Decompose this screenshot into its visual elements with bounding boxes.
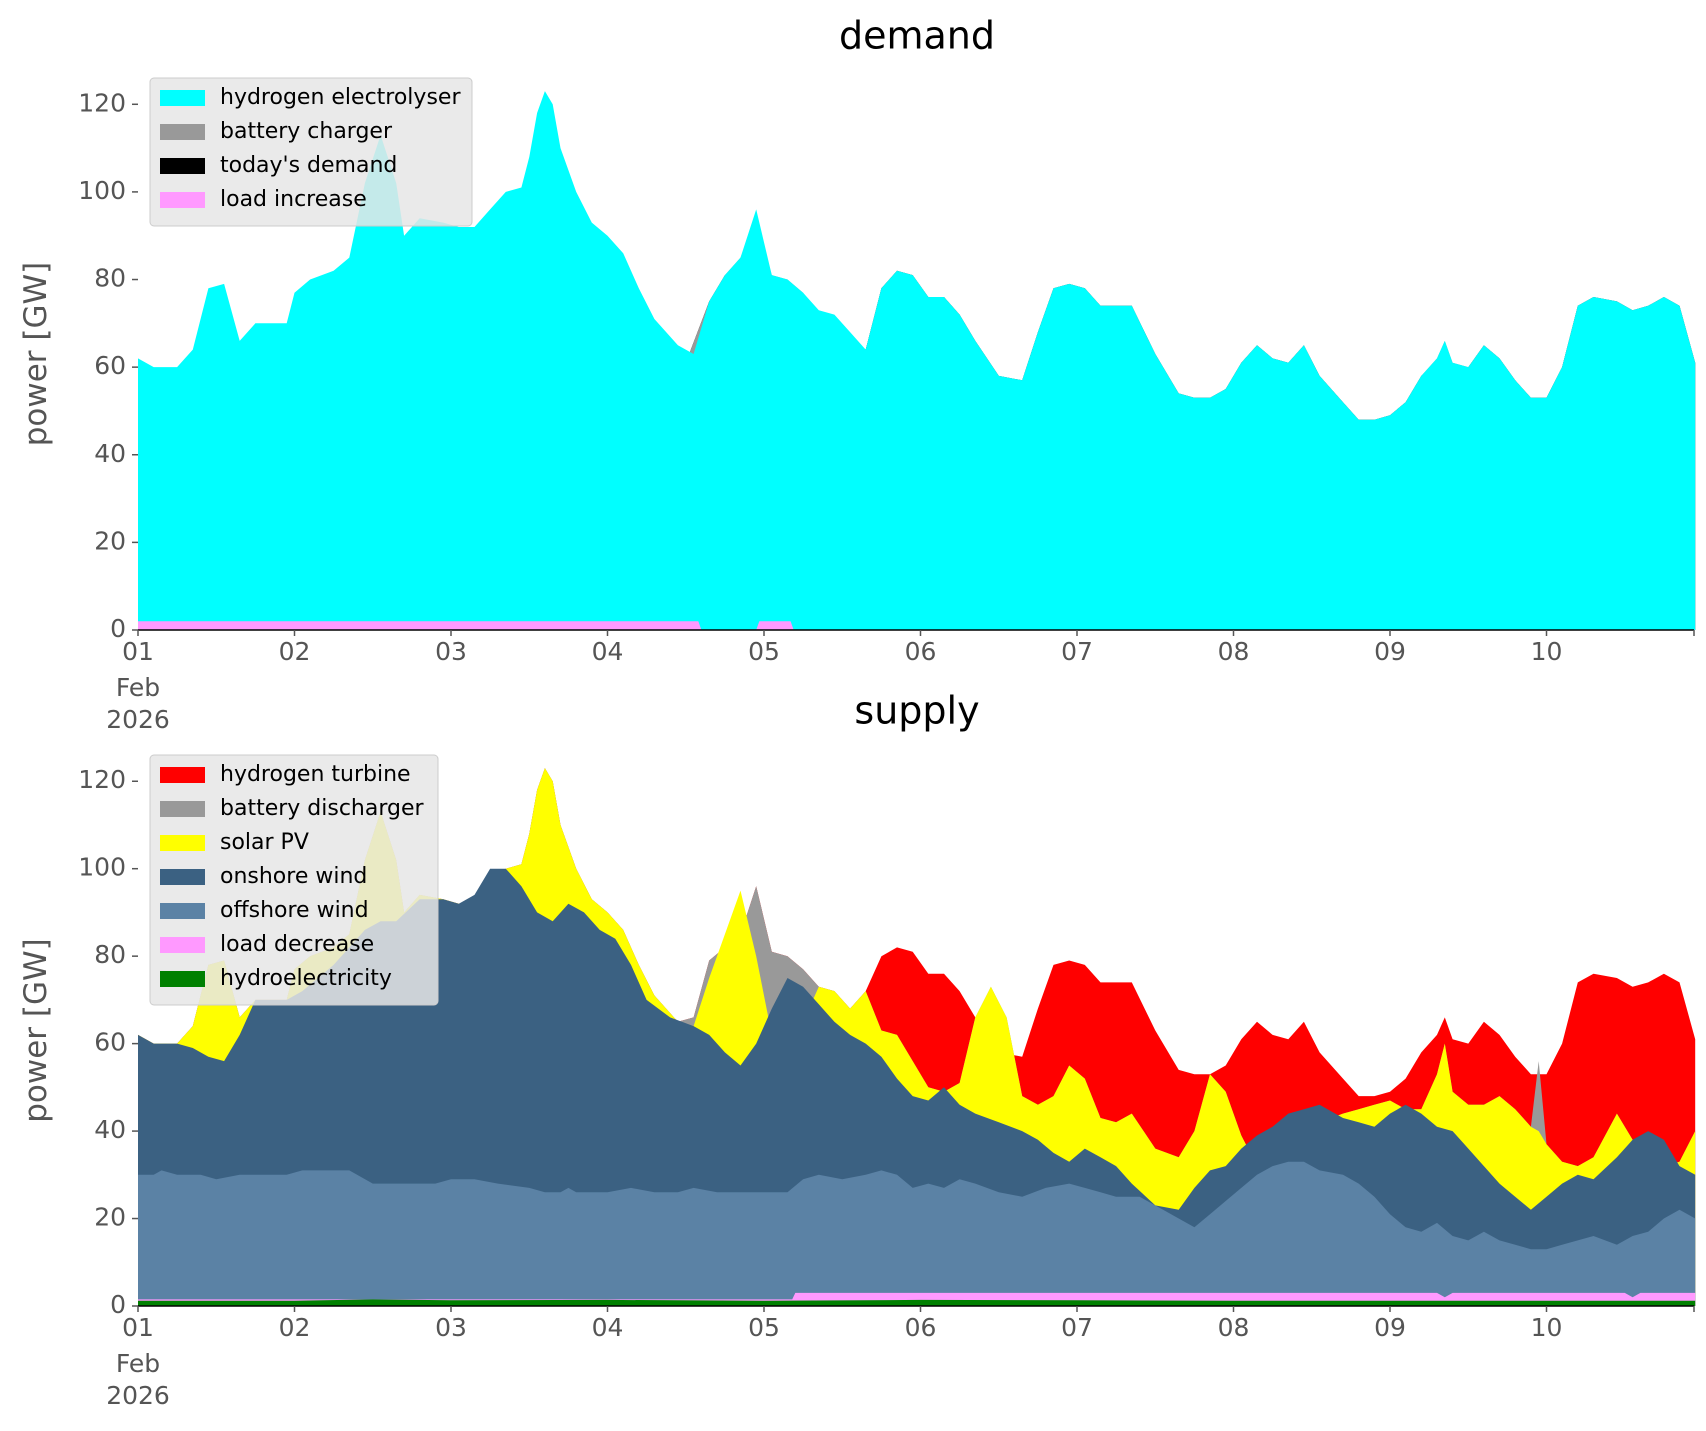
legend-box <box>149 77 473 227</box>
y-tick-label: 40 <box>94 439 126 468</box>
demand-chart: demand power [GW] 0 20 40 60 80 100 120 01 02 03 04 0… <box>18 14 1696 734</box>
chart-title: supply <box>854 689 979 733</box>
x-tick-label: 09 <box>1374 637 1406 666</box>
legend-box <box>149 754 439 1006</box>
legend-swatch <box>160 158 205 174</box>
x-tick-label: 02 <box>279 637 311 666</box>
legend-label: hydrogen turbine <box>220 762 411 787</box>
y-tick-label: 0 <box>110 1290 126 1319</box>
x-tick-label: 06 <box>905 637 937 666</box>
legend-swatch <box>160 937 205 953</box>
legend-swatch <box>160 90 205 106</box>
legend-swatch <box>160 835 205 851</box>
x-tick-secondary-label: 2026 <box>106 705 170 734</box>
x-tick-secondary-label: Feb <box>116 673 160 702</box>
y-tick-label: 20 <box>94 1203 126 1232</box>
legend-swatch <box>160 903 205 919</box>
x-tick-label: 01 <box>122 1313 154 1342</box>
x-tick-label: 05 <box>748 1313 780 1342</box>
x-tick-label: 06 <box>905 1313 937 1342</box>
y-tick-label: 80 <box>94 264 126 293</box>
x-tick-secondary-label: 2026 <box>106 1381 170 1410</box>
x-tick-label: 09 <box>1374 1313 1406 1342</box>
y-tick-label: 100 <box>78 176 126 205</box>
legend-swatch <box>160 124 205 140</box>
legend-label: battery discharger <box>220 796 425 821</box>
legend-label: load decrease <box>220 932 374 957</box>
x-tick-label: 10 <box>1531 637 1563 666</box>
area-offshore-wind <box>138 1161 1696 1306</box>
legend-swatch <box>160 869 205 885</box>
legend-label: hydroelectricity <box>220 966 392 991</box>
legend-swatch <box>160 801 205 817</box>
area-hydrogen-electrolyser <box>138 91 1696 631</box>
x-tick-label: 08 <box>1218 1313 1250 1342</box>
y-tick-label: 60 <box>94 351 126 380</box>
x-tick-label: 03 <box>435 637 467 666</box>
y-tick-label: 80 <box>94 940 126 969</box>
x-tick-label: 10 <box>1531 1313 1563 1342</box>
x-tick-label: 01 <box>122 637 154 666</box>
legend-label: load increase <box>220 187 367 212</box>
y-tick-label: 40 <box>94 1115 126 1144</box>
legend-swatch <box>160 767 205 783</box>
legend-swatch <box>160 192 205 208</box>
x-tick-label: 04 <box>592 637 624 666</box>
x-tick-label: 04 <box>592 1313 624 1342</box>
y-tick-label: 20 <box>94 526 126 555</box>
y-tick-label: 120 <box>78 88 126 117</box>
supply-chart: supply power [GW] 0 20 40 60 80 100 120 01 02 03 04 0… <box>18 689 1696 1410</box>
x-tick-secondary-label: Feb <box>116 1349 160 1378</box>
y-axis-label: power [GW] <box>18 262 54 447</box>
y-tick-label: 100 <box>78 853 126 882</box>
y-axis-label: power [GW] <box>18 938 54 1123</box>
legend-label: hydrogen electrolyser <box>220 85 461 110</box>
area-hydroelectricity <box>138 1299 1696 1306</box>
legend-label: onshore wind <box>220 864 367 889</box>
x-tick-label: 03 <box>435 1313 467 1342</box>
x-tick-label: 07 <box>1061 637 1093 666</box>
x-tick-label: 02 <box>279 1313 311 1342</box>
legend-label: offshore wind <box>220 898 369 923</box>
x-tick-label: 05 <box>748 637 780 666</box>
x-tick-label: 08 <box>1218 637 1250 666</box>
legend-label: battery charger <box>220 119 393 144</box>
area-load-increase <box>138 621 1696 630</box>
y-tick-label: 120 <box>78 765 126 794</box>
legend-swatch <box>160 971 205 987</box>
legend-label: solar PV <box>220 830 309 855</box>
chart-title: demand <box>839 14 995 58</box>
y-tick-label: 0 <box>110 614 126 643</box>
x-tick-label: 07 <box>1061 1313 1093 1342</box>
legend-label: today's demand <box>220 153 397 178</box>
y-tick-label: 60 <box>94 1028 126 1057</box>
